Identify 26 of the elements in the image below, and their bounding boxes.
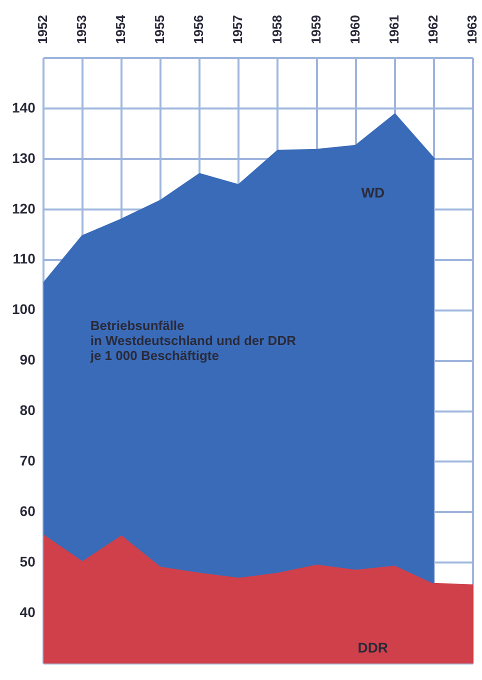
- x-tick-label: 1962: [426, 15, 441, 44]
- y-tick-label: 110: [12, 250, 36, 267]
- y-tick-label: 80: [20, 402, 36, 418]
- x-tick-label: 1963: [464, 15, 480, 44]
- x-tick-label: 1960: [347, 15, 362, 44]
- y-tick-label: 50: [20, 554, 36, 570]
- series-label: WD: [361, 184, 385, 200]
- x-tick-label: 1958: [269, 15, 284, 44]
- x-tick-label: 1956: [191, 15, 206, 44]
- y-tick-label: 120: [12, 200, 36, 216]
- y-tick-label: 60: [20, 503, 36, 520]
- series-label: DDR: [358, 639, 388, 656]
- x-tick-label: 1955: [152, 15, 168, 44]
- y-tick-label: 40: [20, 604, 36, 620]
- y-tick-label: 100: [12, 301, 36, 318]
- x-tick-label: 1957: [230, 15, 246, 44]
- y-tick-label: 140: [12, 99, 36, 116]
- x-tick-label: 1954: [113, 14, 128, 44]
- y-tick-label: 70: [20, 452, 36, 469]
- x-tick-label: 1961: [386, 15, 402, 44]
- x-tick-label: 1952: [34, 15, 50, 44]
- x-tick-label: 1953: [74, 15, 89, 44]
- text: Betriebsunfälle in Westdeutschland und der DDR je 1 000 Beschäftigte: [89, 318, 297, 364]
- y-tick-label: 90: [20, 352, 36, 368]
- y-tick-label: 130: [12, 150, 36, 166]
- x-tick-label: 1959: [308, 15, 324, 44]
